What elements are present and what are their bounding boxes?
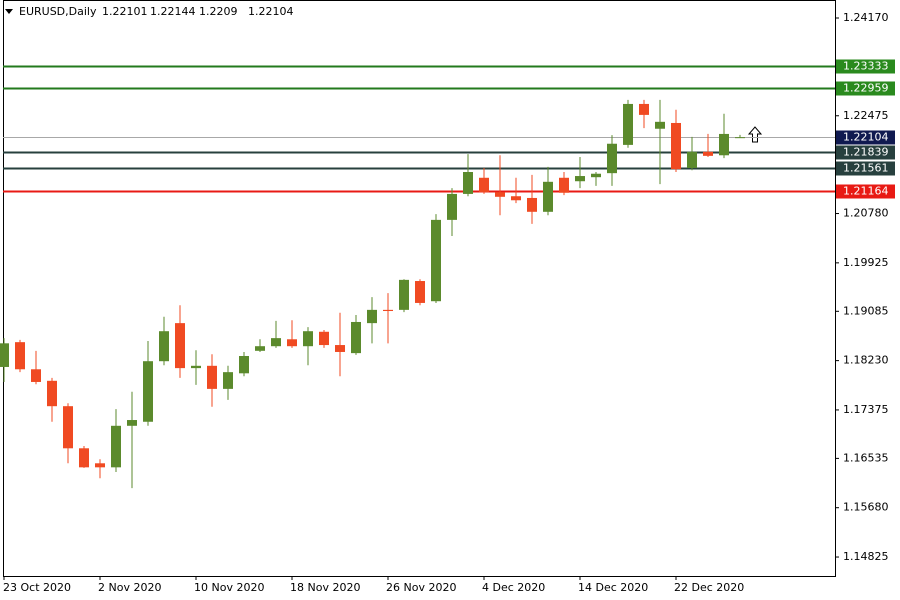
candle-body <box>383 309 393 312</box>
y-tick-label: 1.18230 <box>843 354 889 367</box>
y-tick-label: 1.19925 <box>843 256 889 269</box>
candle-body <box>463 172 473 194</box>
header-high: 1.22144 <box>150 5 196 18</box>
candle-body <box>559 177 569 193</box>
candle-body <box>95 463 105 468</box>
candle-body <box>191 365 201 369</box>
candle-body <box>719 133 729 156</box>
candle-body <box>671 122 681 170</box>
level-label: 1.21561 <box>843 162 889 175</box>
y-tick-label: 1.24170 <box>843 11 889 24</box>
candle-body <box>255 346 265 351</box>
header-close: 1.22104 <box>248 5 294 18</box>
y-tick-label: 1.19085 <box>843 304 889 317</box>
candle-body <box>271 338 281 347</box>
candle-body <box>239 356 249 374</box>
y-tick-label: 1.22475 <box>843 109 889 122</box>
level-label: 1.22959 <box>843 82 889 95</box>
x-tick-label: 22 Dec 2020 <box>674 581 744 594</box>
candle-body <box>511 196 521 201</box>
candle-body <box>431 219 441 302</box>
header-low: 1.2209 <box>199 5 238 18</box>
level-label-box <box>836 81 895 96</box>
candle-body <box>607 143 617 174</box>
symbol: EURUSD,Daily <box>19 5 97 18</box>
level-label-box <box>836 59 895 74</box>
level-label: 1.21839 <box>843 146 889 159</box>
up-arrow-icon <box>747 126 763 143</box>
y-tick-label: 1.16535 <box>843 451 889 464</box>
level-label-box <box>836 184 895 199</box>
candle-body <box>591 173 601 178</box>
level-label: 1.21164 <box>843 185 889 198</box>
x-tick-label: 23 Oct 2020 <box>3 581 71 594</box>
candle-body <box>367 309 377 324</box>
candle-body <box>63 406 73 449</box>
candle-body <box>143 361 153 422</box>
candle-body <box>527 197 537 212</box>
y-tick-label: 1.20780 <box>843 207 889 220</box>
candle-body <box>415 281 425 303</box>
plot-frame <box>3 0 836 577</box>
menu-triangle[interactable] <box>5 9 13 14</box>
candle-body <box>687 151 697 168</box>
candle-body <box>79 448 89 468</box>
level-label-box <box>836 161 895 176</box>
x-tick-label: 14 Dec 2020 <box>578 581 648 594</box>
candle-body <box>47 380 57 407</box>
candle-body <box>399 279 409 310</box>
candle-body <box>351 321 361 354</box>
y-tick-label: 1.15680 <box>843 501 889 514</box>
x-tick-label: 4 Dec 2020 <box>482 581 545 594</box>
x-tick-label: 18 Nov 2020 <box>290 581 360 594</box>
candle-body <box>111 425 121 468</box>
level-label: 1.23333 <box>843 60 889 73</box>
x-tick-label: 10 Nov 2020 <box>194 581 264 594</box>
candle-body <box>447 193 457 220</box>
candle-body <box>703 151 713 156</box>
candle-body <box>223 372 233 389</box>
level-label-box <box>836 130 895 145</box>
candle-body <box>31 369 41 382</box>
candle-body <box>479 177 489 193</box>
candle-body <box>335 345 345 352</box>
candle-body <box>303 331 313 347</box>
candle-body <box>575 176 585 182</box>
candle-body <box>319 331 329 346</box>
candle-body <box>127 420 137 426</box>
candle-body <box>623 103 633 145</box>
candle-body <box>159 331 169 362</box>
candle-body <box>0 343 9 367</box>
candle-body <box>639 103 649 115</box>
x-tick-label: 2 Nov 2020 <box>98 581 161 594</box>
candle-body <box>15 342 25 370</box>
candle-body <box>543 181 553 212</box>
level-label: 1.22104 <box>843 131 889 144</box>
y-tick-label: 1.17375 <box>843 403 889 416</box>
x-tick-label: 26 Nov 2020 <box>386 581 456 594</box>
candle-body <box>735 137 745 139</box>
candle-body <box>207 365 217 389</box>
y-tick-label: 1.14825 <box>843 550 889 563</box>
level-label-box <box>836 145 895 160</box>
candle-body <box>495 192 505 197</box>
candle-body <box>287 339 297 347</box>
candle-body <box>655 121 665 129</box>
header-open: 1.22101 <box>102 5 148 18</box>
candle-body <box>175 323 185 369</box>
